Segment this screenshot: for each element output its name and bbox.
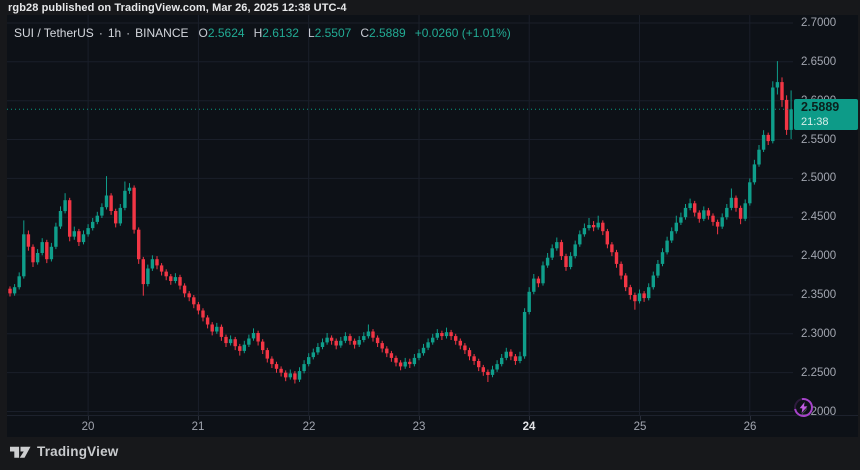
time-tick-label: 22 bbox=[302, 421, 316, 433]
ohlc-close: C2.5889 bbox=[360, 26, 406, 40]
price-tick-label: 2.2500 bbox=[801, 367, 837, 379]
interval-label[interactable]: 1h bbox=[107, 26, 122, 40]
price-tick-label: 2.6500 bbox=[801, 56, 837, 68]
time-tick-mark bbox=[640, 416, 641, 420]
time-tick-label: 25 bbox=[633, 421, 647, 433]
ohlc-open: O2.5624 bbox=[198, 26, 245, 40]
tradingview-brand-text[interactable]: TradingView bbox=[37, 444, 119, 459]
footer: TradingView bbox=[10, 444, 118, 459]
candlestick-plot[interactable] bbox=[7, 15, 793, 415]
ohlc-values: O2.5624 H2.6132 L2.5507 C2.5889 bbox=[199, 26, 406, 40]
plot-area[interactable] bbox=[7, 15, 793, 415]
ohlc-high: H2.6132 bbox=[253, 26, 299, 40]
chart-legend: SUI / TetherUS · 1h · BINANCE O2.5624 H2… bbox=[14, 26, 511, 40]
time-tick-mark bbox=[88, 416, 89, 420]
time-tick-mark bbox=[419, 416, 420, 420]
price-tick-label: 2.3500 bbox=[801, 289, 837, 301]
price-change-label: +0.0260 (+1.01%) bbox=[414, 26, 511, 40]
price-tick-label: 2.3000 bbox=[801, 328, 837, 340]
price-tick-label: 2.7000 bbox=[801, 17, 837, 29]
time-tick-label: 23 bbox=[412, 421, 426, 433]
time-axis[interactable]: 20 21 22 23 24 25 26 bbox=[7, 415, 858, 438]
ohlc-low: L2.5507 bbox=[307, 26, 352, 40]
exchange-label: BINANCE bbox=[135, 26, 189, 40]
bar-countdown: 21:38 bbox=[801, 116, 829, 128]
last-price-value: 2.5889 bbox=[801, 100, 840, 114]
chart-panel: SUI / TetherUS · 1h · BINANCE O2.5624 H2… bbox=[7, 15, 858, 437]
time-tick-label: 20 bbox=[81, 421, 95, 433]
time-tick-mark bbox=[529, 416, 530, 420]
lightning-icon bbox=[799, 402, 808, 413]
attribution-text: rgb28 published on TradingView.com, Mar … bbox=[8, 2, 347, 14]
time-tick-mark bbox=[198, 416, 199, 420]
legend-separator: · bbox=[98, 26, 103, 40]
price-tick-label: 2.4500 bbox=[801, 211, 837, 223]
time-tick-label: 26 bbox=[743, 421, 757, 433]
price-axis[interactable]: 2.5889 21:38 2.70002.65002.60002.55002.5… bbox=[793, 15, 858, 418]
price-tick-label: 2.4000 bbox=[801, 250, 837, 262]
time-tick-mark bbox=[750, 416, 751, 420]
price-tick-label: 2.5500 bbox=[801, 134, 837, 146]
legend-separator: · bbox=[126, 26, 131, 40]
time-tick-mark bbox=[309, 416, 310, 420]
time-tick-label: 24 bbox=[522, 421, 536, 433]
last-price-label: 2.5889 21:38 bbox=[794, 99, 858, 130]
flash-boost-icon[interactable] bbox=[790, 394, 817, 421]
time-tick-label: 21 bbox=[191, 421, 205, 433]
symbol-name[interactable]: SUI / TetherUS bbox=[14, 26, 94, 40]
price-tick-label: 2.5000 bbox=[801, 172, 837, 184]
tradingview-logo-icon[interactable] bbox=[10, 444, 31, 459]
